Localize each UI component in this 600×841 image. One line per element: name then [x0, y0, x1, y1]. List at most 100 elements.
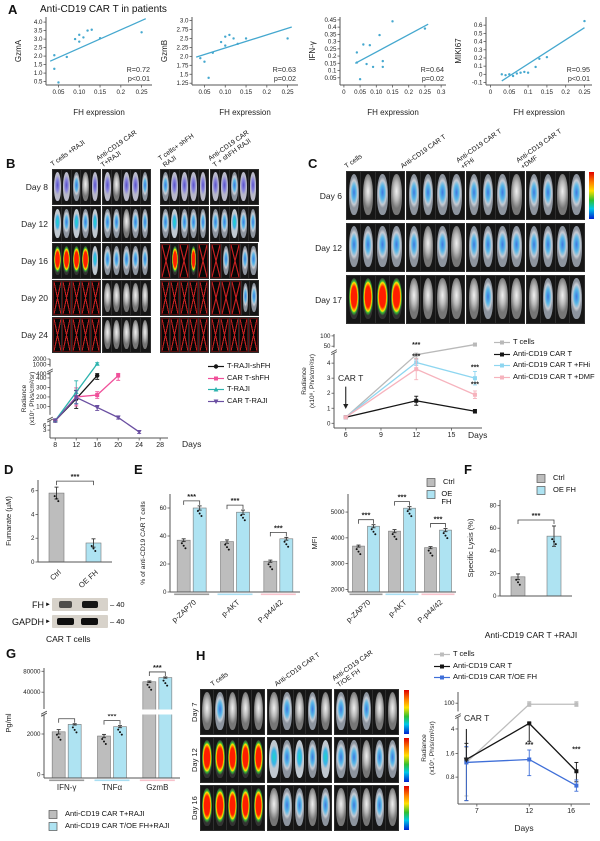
mouse-image — [102, 243, 113, 279]
panel-d: D Ctrl OE FH *** 0 2 4 6 Fumarate (µM) FH ► 40 … — [2, 462, 130, 644]
specific-lysis-chart: *** 0 20 40 60 80 Specific Lysis (%) — [464, 486, 590, 633]
svg-text:0: 0 — [163, 589, 167, 596]
mouse-image — [160, 169, 171, 205]
svg-text:***: *** — [231, 496, 240, 505]
svg-text:0.6: 0.6 — [474, 22, 483, 29]
day-label: Day 16 — [21, 256, 48, 266]
svg-text:2.75: 2.75 — [176, 27, 189, 34]
mouse-image — [372, 689, 387, 735]
svg-text:Days: Days — [468, 430, 487, 440]
svg-text:R=0.95: R=0.95 — [567, 65, 590, 74]
svg-text:Days: Days — [182, 439, 201, 449]
mouse-image — [120, 243, 132, 279]
svg-text:***: *** — [532, 511, 541, 520]
group-header: Anti-CD19 CAR T + shFH RAJI — [207, 129, 253, 169]
mouse-image — [388, 223, 405, 272]
legend-swatch — [208, 364, 224, 369]
f_bar-chart: *** 0 20 40 60 80 Specific Lysis (%) — [466, 500, 572, 600]
panel-f-caption: Anti-CD19 CAR T +RAJI — [484, 630, 578, 640]
mouse-image — [494, 275, 511, 324]
svg-text:80: 80 — [490, 503, 497, 510]
scatter-gzmb: 1.25 1.5 1.75 2.0 2.25 2.5 2.75 3.0 0.05 0.10 0.15… — [158, 13, 303, 122]
svg-text:100: 100 — [444, 700, 455, 707]
mouse-image — [305, 785, 320, 831]
arrowhead-icon: ► — [45, 618, 51, 625]
mouse-image — [120, 169, 132, 205]
svg-text:0: 0 — [493, 593, 497, 600]
group-header: T cells+ shFH RAJI — [157, 132, 196, 169]
dead-mouse-marker — [169, 280, 181, 316]
dead-mouse-marker — [61, 317, 73, 353]
legend-swatch — [208, 386, 224, 392]
svg-text:***: *** — [525, 742, 533, 749]
dead-mouse-marker — [70, 280, 82, 316]
mouse-image — [139, 206, 151, 242]
mouse-imaging-panel — [199, 737, 266, 783]
svg-text:0.05: 0.05 — [503, 89, 516, 96]
svg-text:Specific Lysis (%): Specific Lysis (%) — [466, 518, 475, 577]
legend-swatch — [208, 399, 224, 404]
mouse-image — [346, 737, 362, 783]
svg-text:Radiance: Radiance — [421, 734, 428, 762]
blot-protein-label: GAPDH — [11, 616, 44, 627]
svg-text:16: 16 — [567, 808, 575, 815]
mouse-image — [80, 243, 92, 279]
svg-text:1.5: 1.5 — [180, 71, 189, 78]
mouse-image — [139, 243, 151, 279]
svg-text:2: 2 — [31, 535, 35, 542]
mouse-imaging-panel — [210, 317, 259, 353]
mouse-imaging-panel — [406, 275, 465, 324]
mouse-imaging-panel — [52, 280, 101, 316]
gapdh-blot-band — [51, 615, 108, 628]
mouse-imaging-panel — [102, 206, 151, 242]
svg-text:3: 3 — [43, 427, 47, 434]
panel-a: A Anti-CD19 CAR T in patients 0.5 1.0 1.5 2… — [0, 0, 600, 117]
svg-text:0.4: 0.4 — [328, 24, 337, 31]
miki67-chart: -0.100.10.20.30.40.50.60 0.05 0.1 0.15 0.2 0.… — [454, 17, 592, 117]
legend-label: T cells — [513, 337, 535, 346]
imaging-row: Day 17 — [302, 275, 594, 324]
legend-item: CAR T-shFH — [208, 373, 270, 383]
mouse-image — [480, 275, 496, 324]
imaging-row: Day 12 — [302, 223, 594, 272]
legend-g: Anti-CD19 CAR T+RAJI Anti-CD19 CAR T/OE F… — [46, 809, 170, 833]
legend-item: T-RAJI — [208, 384, 270, 394]
svg-text:0.05: 0.05 — [324, 75, 337, 82]
mouse-image — [248, 280, 259, 316]
mouse-imaging-panel — [266, 785, 333, 831]
panel-a-title: Anti-CD19 CAR T in patients — [40, 4, 167, 15]
dead-mouse-marker — [220, 280, 232, 316]
mouse-imaging-panel — [102, 243, 151, 279]
scatter-gzma: 0.5 1.0 1.5 2.0 2.5 3.0 3.5 4.0 0.05 0.10 0.15 0.2 0… — [12, 13, 157, 122]
mouse-image — [238, 737, 253, 783]
svg-text:15: 15 — [448, 432, 456, 439]
mouse-image — [372, 737, 387, 783]
mouse-imaging-panel — [406, 223, 465, 272]
mouse-image — [102, 280, 113, 316]
mouse-image — [80, 206, 92, 242]
mouse-imaging-panel — [160, 169, 209, 205]
svg-text:Pg/ml: Pg/ml — [4, 713, 13, 733]
legend-label: OE FH — [441, 488, 453, 507]
mouse-image — [139, 169, 151, 205]
svg-text:16: 16 — [93, 442, 101, 449]
mouse-image — [279, 785, 295, 831]
svg-text:Radiance: Radiance — [21, 384, 28, 412]
legend-item: Anti-CD19 CAR T/OE FH — [434, 672, 537, 682]
mouse-image — [385, 737, 400, 783]
dead-mouse-marker — [247, 317, 259, 353]
legend-swatch — [48, 810, 58, 819]
svg-text:0.4: 0.4 — [474, 39, 483, 46]
legend-swatch — [494, 375, 510, 379]
mouse-image — [406, 171, 422, 220]
mouse-imaging-panel — [102, 280, 151, 316]
panel-a-label: A — [8, 2, 18, 17]
dead-mouse-marker — [61, 280, 73, 316]
blot-size-marker: 40 — [110, 617, 124, 626]
legend-item: T cells — [494, 337, 598, 347]
dead-mouse-marker — [160, 280, 171, 316]
mouse-image — [178, 206, 190, 242]
legend-label: Anti-CD19 CAR T +FHi — [513, 360, 591, 369]
day-label: Day 20 — [21, 293, 48, 303]
panel-c: C T cells Anti-CD19 CAR T Anti-CD19 CAR T … — [300, 116, 600, 460]
